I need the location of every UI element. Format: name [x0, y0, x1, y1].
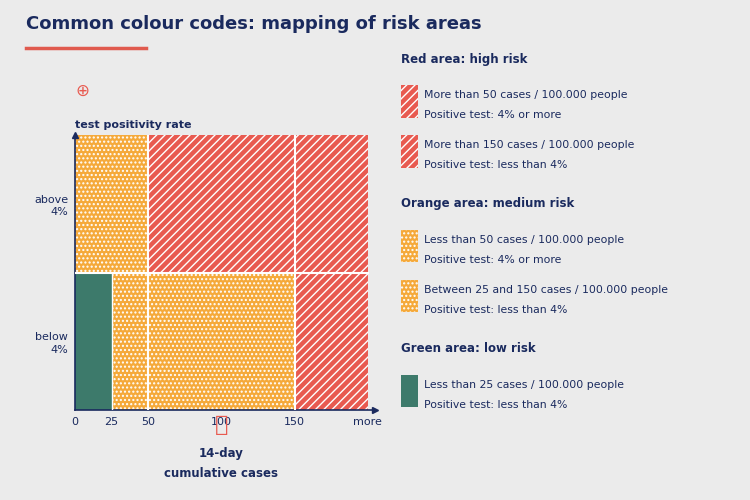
Bar [295, 272, 368, 410]
Text: Positive test: less than 4%: Positive test: less than 4% [424, 160, 567, 170]
Bar [148, 135, 368, 272]
Text: ⊕: ⊕ [75, 82, 88, 100]
Text: Less than 25 cases / 100.000 people: Less than 25 cases / 100.000 people [424, 380, 624, 390]
Text: Positive test: less than 4%: Positive test: less than 4% [424, 400, 567, 410]
Text: Positive test: 4% or more: Positive test: 4% or more [424, 110, 561, 120]
Bar [75, 135, 148, 272]
Text: Positive test: 4% or more: Positive test: 4% or more [424, 255, 561, 265]
Text: Between 25 and 150 cases / 100.000 people: Between 25 and 150 cases / 100.000 peopl… [424, 285, 668, 295]
Text: Less than 50 cases / 100.000 people: Less than 50 cases / 100.000 people [424, 235, 624, 245]
Text: ⛹: ⛹ [214, 415, 228, 435]
Text: More than 150 cases / 100.000 people: More than 150 cases / 100.000 people [424, 140, 634, 150]
Text: Orange area: medium risk: Orange area: medium risk [401, 198, 574, 210]
Bar [112, 272, 295, 410]
Text: More than 50 cases / 100.000 people: More than 50 cases / 100.000 people [424, 90, 627, 100]
Bar [75, 272, 112, 410]
Text: cumulative cases: cumulative cases [164, 467, 278, 480]
Text: test positivity rate: test positivity rate [75, 120, 191, 130]
Text: Red area: high risk: Red area: high risk [401, 52, 528, 66]
Bar [112, 272, 295, 410]
Text: Common colour codes: mapping of risk areas: Common colour codes: mapping of risk are… [26, 15, 482, 33]
Bar [75, 135, 148, 272]
Text: 14-day: 14-day [199, 447, 244, 460]
Bar [148, 135, 368, 272]
Text: Positive test: less than 4%: Positive test: less than 4% [424, 305, 567, 315]
Text: Green area: low risk: Green area: low risk [401, 342, 536, 355]
Bar [295, 272, 368, 410]
